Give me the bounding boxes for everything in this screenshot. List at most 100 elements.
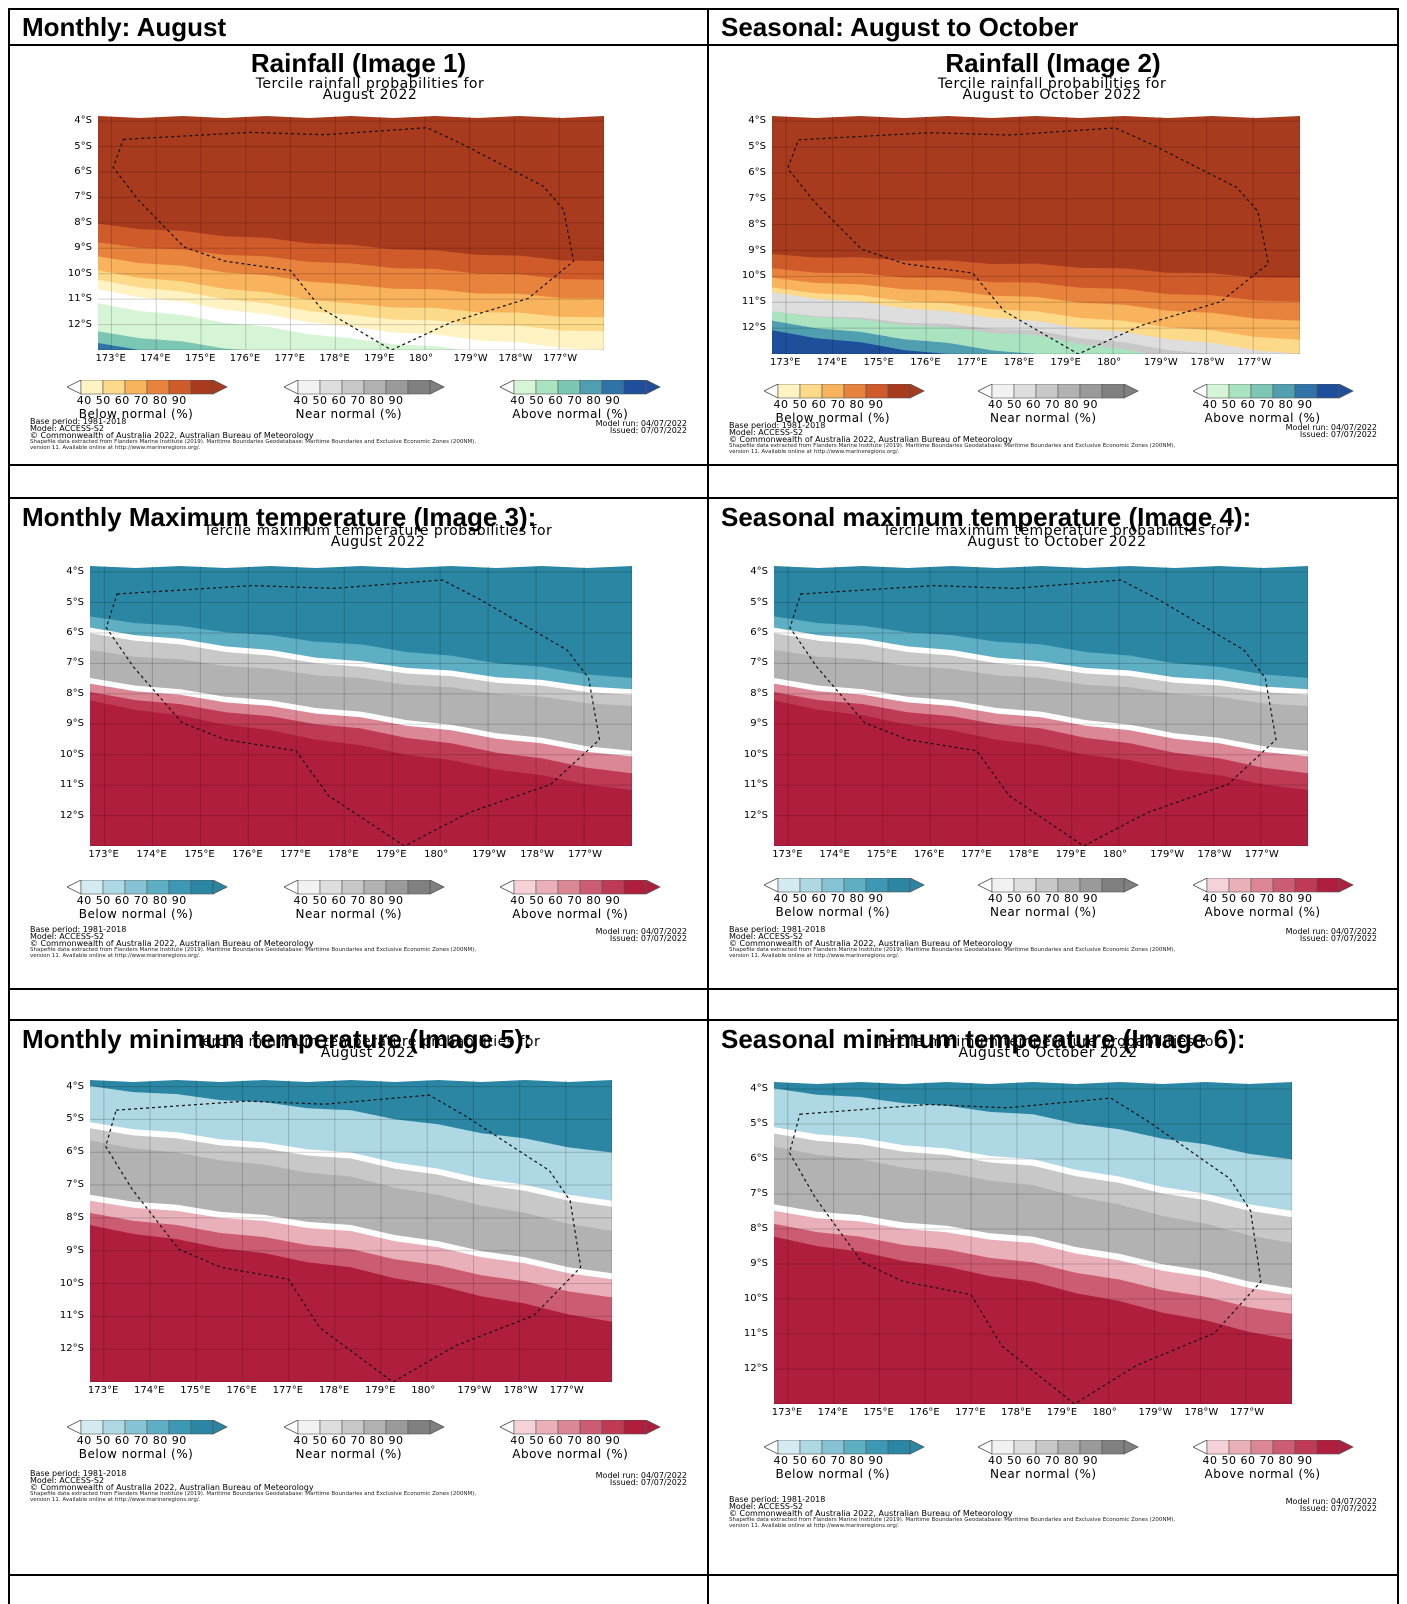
- map-title-line2: August 2022: [330, 534, 426, 550]
- legend-title: Below normal (%): [78, 1447, 194, 1461]
- footer-base-period: Base period: 1981-2018: [30, 1469, 127, 1478]
- lat-tick-label: 6°S: [750, 1153, 768, 1164]
- legend-swatch: [865, 877, 888, 893]
- legend-ticks: 40 50 60 70 80 90: [76, 1434, 187, 1447]
- lat-tick-label: 4°S: [74, 115, 92, 127]
- monthly-header: Monthly: August: [22, 12, 227, 42]
- legend-swatch: [1228, 383, 1251, 399]
- legend-swatch: [407, 879, 430, 895]
- legend-title: Near normal (%): [295, 1447, 403, 1461]
- legend-title: Below normal (%): [775, 905, 891, 919]
- lon-tick-label: 173°E: [88, 849, 119, 860]
- footer-issued: Issued: 07/07/2022: [609, 934, 687, 943]
- legend-above: 40 50 60 70 80 90 Above normal (%): [499, 1419, 670, 1461]
- rainfall-monthly-heading: Rainfall (Image 1): [250, 48, 467, 78]
- map-title-line1: Tercile maximum temperature probabilitie…: [203, 523, 553, 539]
- lat-tick-label: 4°S: [750, 566, 768, 578]
- lon-tick-label: 177°W: [549, 1385, 584, 1396]
- legend-swatch: [1013, 1439, 1037, 1455]
- lon-tick-label: 178°E: [319, 353, 350, 364]
- lon-tick-label: 175°E: [866, 849, 898, 860]
- footer-shapefile: Shapefile data extracted from Flanders M…: [729, 443, 1176, 449]
- lon-tick-label: 175°E: [184, 849, 215, 860]
- lat-tick-label: 5°S: [748, 141, 766, 153]
- lon-tick-label: 173°E: [87, 1385, 119, 1396]
- lon-tick-label: 179°W: [472, 849, 507, 860]
- lat-tick-label: 5°S: [74, 140, 92, 152]
- forecast-map: 4°S 5°S 6°S 7°S 8°S 9°S 10°S 11°S 12°S 173°E 174°E…: [742, 115, 1300, 368]
- lon-tick-label: 179°E: [1050, 357, 1081, 368]
- legend-swatch: [821, 383, 844, 399]
- lon-tick-label: 178°E: [318, 1385, 350, 1396]
- legend-swatch: [297, 379, 320, 395]
- legend-swatch: [777, 383, 800, 399]
- table-border-right: [1397, 8, 1399, 1604]
- legend-swatch: [601, 879, 625, 895]
- footer-model: Model: ACCESS-S2: [729, 428, 804, 437]
- lat-tick-label: 10°S: [67, 267, 92, 279]
- lat-tick-label: 12°S: [741, 322, 766, 334]
- legend-swatch: [887, 877, 910, 893]
- legend-swatch: [1057, 877, 1081, 893]
- legend-colorbar: [1191, 1439, 1354, 1455]
- legend-ticks: 40 50 60 70 80 90: [510, 394, 621, 407]
- lon-tick-label: 180°: [1102, 849, 1128, 860]
- footer-model: Model: ACCESS-S2: [30, 424, 105, 433]
- lat-tick-label: 8°S: [74, 216, 92, 228]
- footer-issued: Issued: 07/07/2022: [1299, 430, 1377, 439]
- legend-colorbar: [65, 879, 228, 895]
- lon-tick-label: 177°W: [1237, 357, 1272, 368]
- lat-tick-label: 6°S: [750, 626, 768, 638]
- lon-tick-label: 179°W: [457, 1385, 492, 1396]
- legend-title: Near normal (%): [990, 1467, 1097, 1481]
- lon-tick-label: 176°E: [232, 849, 263, 860]
- lat-tick-label: 7°S: [750, 657, 768, 669]
- footer-version: version 11. Available online at http://w…: [729, 1523, 900, 1529]
- eez-boundary: [112, 127, 575, 350]
- legend-below: 40 50 60 70 80 90 Below normal (%): [762, 1439, 934, 1481]
- footer-base-period: Base period: 1981-2018: [729, 1495, 826, 1504]
- lon-tick-label: 179°E: [365, 1385, 396, 1396]
- footer-issued: Issued: 07/07/2022: [609, 426, 687, 435]
- map-title-line2: August to October 2022: [962, 87, 1142, 103]
- probability-band: [98, 303, 464, 350]
- legend-swatch: [1101, 383, 1125, 399]
- lat-tick-label: 11°S: [59, 779, 84, 791]
- map-svg: [774, 1082, 1292, 1404]
- table-border-left: [8, 8, 10, 1604]
- lat-tick-label: 5°S: [66, 1113, 84, 1125]
- legend-swatch: [1250, 383, 1273, 399]
- forecast-map: 4°S 5°S 6°S 7°S 8°S 9°S 10°S 11°S 12°S 173°E 174°E…: [68, 115, 604, 364]
- map-title-line1: Tercile minimum temperature probabilitie…: [875, 1034, 1221, 1050]
- legend-swatch: [1316, 1439, 1339, 1455]
- legend-swatch: [146, 379, 170, 395]
- legend-near: 40 50 60 70 80 90 Near normal (%): [977, 383, 1148, 425]
- legend-ticks: 40 50 60 70 80 90: [1202, 892, 1313, 905]
- eez-boundary: [788, 1097, 1262, 1404]
- footer-copyright: © Commonwealth of Australia 2022, Austra…: [30, 939, 314, 948]
- lon-tick-label: 179°W: [1143, 357, 1178, 368]
- legend-swatch: [385, 879, 408, 895]
- legend-swatch: [124, 1419, 148, 1435]
- footer-model: Model: ACCESS-S2: [729, 932, 804, 941]
- legend-colorbar: [977, 383, 1139, 399]
- legend-swatch: [341, 1419, 364, 1435]
- legend-swatch: [777, 1439, 800, 1455]
- legend-ticks: 40 50 60 70 80 90: [76, 894, 187, 907]
- legend-ticks: 40 50 60 70 80 90: [988, 892, 1098, 905]
- legend-ticks: 40 50 60 70 80 90: [1202, 1454, 1313, 1467]
- lon-tick-label: 176°E: [226, 1385, 257, 1396]
- map-svg: [90, 566, 632, 846]
- lon-tick-label: 178°W: [1197, 849, 1232, 860]
- legend-title: Above normal (%): [512, 407, 629, 421]
- legend-swatch: [319, 879, 342, 895]
- legend-swatch: [887, 383, 910, 399]
- lat-tick-label: 7°S: [74, 191, 92, 203]
- lat-tick-label: 11°S: [59, 1310, 84, 1322]
- legend-swatch: [80, 1419, 104, 1435]
- lon-tick-label: 179°E: [364, 353, 395, 364]
- probability-band: [772, 330, 948, 354]
- lon-tick-label: 173°E: [95, 353, 126, 364]
- footer-copyright: © Commonwealth of Australia 2022, Austra…: [729, 1509, 1013, 1518]
- footer-model-run: Model run: 04/07/2022: [1285, 927, 1377, 936]
